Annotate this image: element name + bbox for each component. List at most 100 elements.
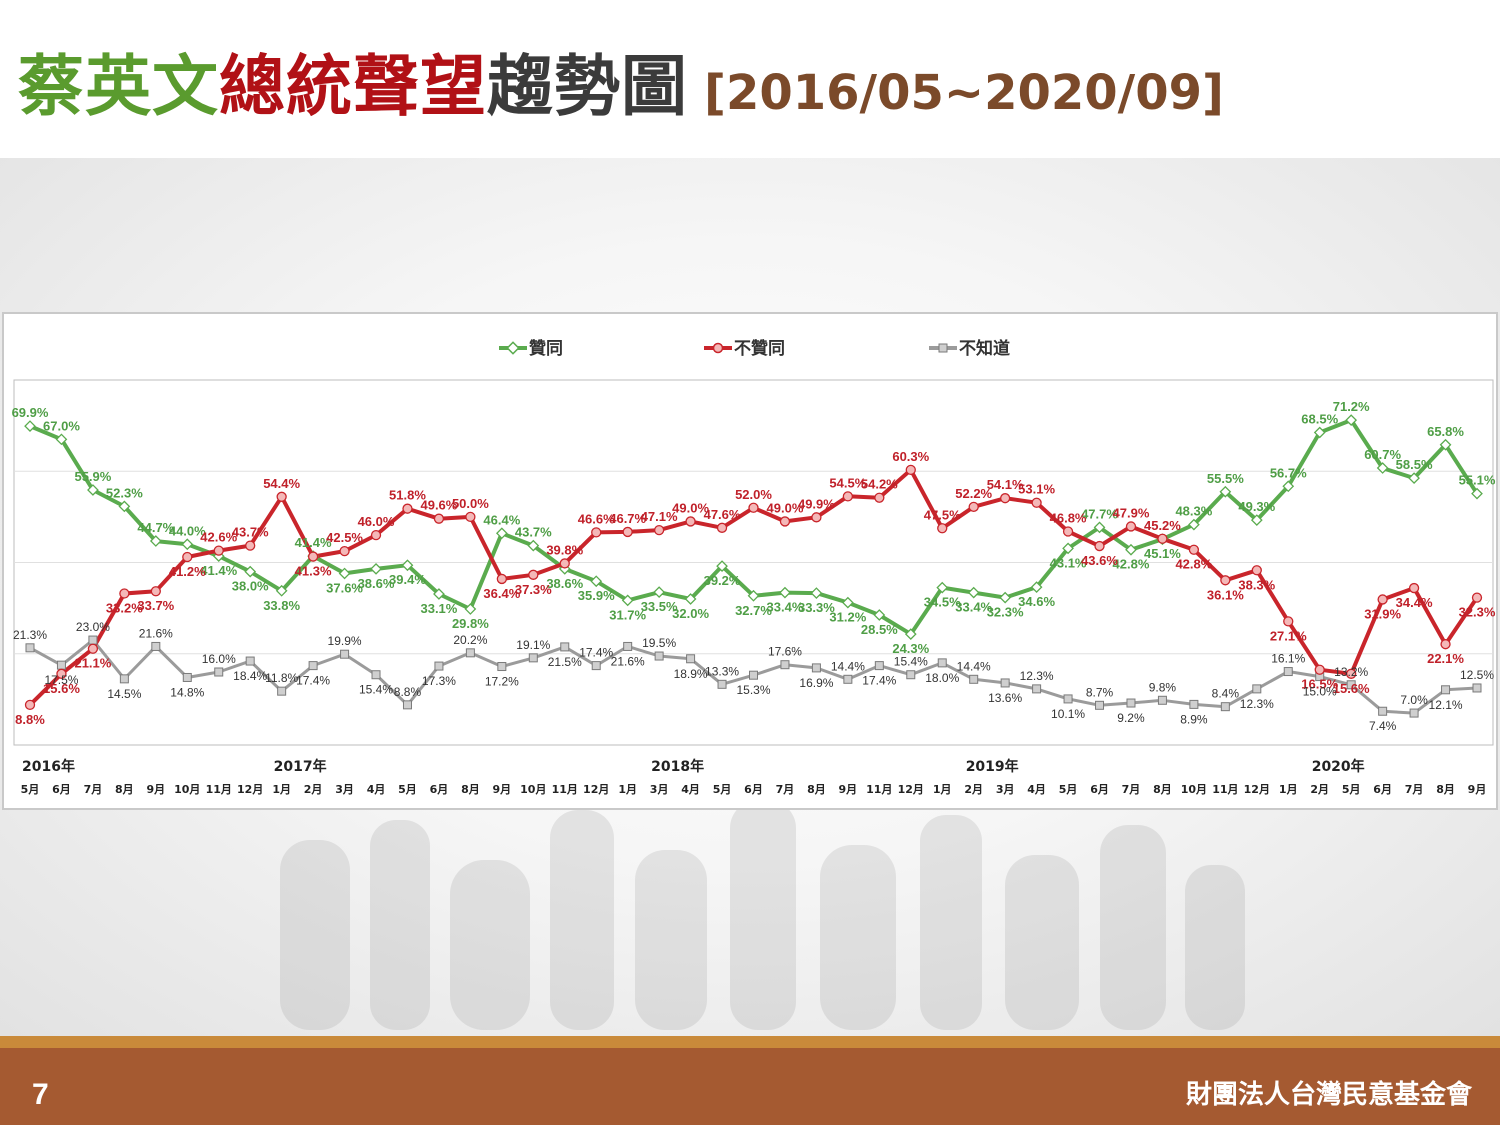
x-tick-label: 9月	[493, 783, 512, 796]
data-point-disapprove	[496, 573, 507, 585]
x-tick-label: 2月	[304, 783, 323, 796]
data-label: 42.8%	[1175, 557, 1212, 572]
data-point-unknown	[1157, 695, 1167, 705]
x-year-label: 2019年	[966, 758, 1019, 775]
x-tick-label: 4月	[1027, 783, 1046, 796]
legend-item-0: 贊同	[499, 338, 563, 359]
data-point-approve	[149, 535, 162, 547]
x-tick-label: 5月	[1059, 783, 1078, 796]
data-point-disapprove	[653, 524, 665, 536]
data-label: 54.2%	[861, 477, 898, 492]
data-point-disapprove	[24, 699, 36, 711]
data-label: 14.5%	[107, 687, 141, 701]
title-part-trend: 趨勢圖	[487, 48, 688, 125]
data-point-disapprove	[1031, 497, 1042, 508]
data-point-approve	[495, 527, 508, 540]
data-point-approve	[873, 609, 886, 621]
data-point-disapprove	[874, 492, 885, 503]
x-tick-label: 3月	[650, 783, 669, 796]
data-point-disapprove	[748, 502, 759, 513]
data-label: 52.0%	[735, 487, 772, 502]
data-label: 32.0%	[672, 606, 709, 621]
data-point-disapprove	[528, 569, 539, 580]
data-point-unknown	[1472, 683, 1482, 693]
data-point-unknown	[906, 670, 916, 680]
approval-trend-chart: 贊同 不贊同 不知道 69.9%67.0% 55.9%52.3% 44.7%44.0% 41…	[12, 338, 1496, 796]
data-point-disapprove	[1094, 540, 1105, 552]
data-label: 10.1%	[1051, 707, 1085, 721]
data-point-disapprove	[716, 522, 728, 533]
data-label: 49.3%	[1238, 499, 1275, 514]
data-point-disapprove	[150, 586, 161, 597]
data-point-approve	[1219, 485, 1232, 498]
data-label: 53.1%	[1018, 482, 1055, 497]
data-point-approve	[779, 586, 791, 599]
legend-marker	[938, 343, 948, 353]
x-tick-label: 9月	[839, 783, 858, 796]
data-point-approve	[338, 567, 351, 580]
data-point-disapprove	[559, 558, 570, 569]
data-point-unknown	[1220, 702, 1230, 712]
data-point-unknown	[1409, 708, 1419, 718]
data-label: 41.3%	[295, 564, 332, 579]
data-label: 33.1%	[420, 601, 457, 616]
data-point-unknown	[1095, 700, 1105, 710]
data-point-disapprove	[213, 545, 224, 556]
data-point-disapprove	[1283, 616, 1294, 627]
data-label: 48.3%	[1175, 504, 1212, 519]
data-point-disapprove	[1220, 575, 1231, 586]
data-point-disapprove	[905, 464, 916, 476]
data-label: 42.8%	[1113, 557, 1150, 572]
data-label: 12.1%	[1429, 698, 1463, 712]
data-point-unknown	[1063, 694, 1073, 704]
data-label: 15.4%	[359, 683, 393, 697]
x-tick-label: 3月	[996, 783, 1015, 796]
data-label: 71.2%	[1333, 399, 1370, 414]
x-tick-label: 12月	[1244, 783, 1270, 796]
x-tick-label: 4月	[367, 783, 386, 796]
data-label: 47.5%	[924, 507, 961, 522]
data-point-unknown	[371, 670, 381, 680]
data-point-approve	[244, 565, 257, 578]
data-label: 7.0%	[1400, 693, 1428, 707]
data-label: 7.4%	[1369, 719, 1397, 733]
data-label: 55.1%	[1459, 473, 1496, 488]
data-point-approve	[590, 575, 603, 588]
data-label: 21.3%	[13, 628, 47, 642]
x-tick-label: 7月	[1122, 783, 1141, 796]
data-label: 16.5%	[1301, 677, 1338, 692]
x-tick-label: 6月	[430, 783, 449, 796]
data-point-disapprove	[1377, 594, 1388, 605]
data-point-approve	[684, 593, 697, 605]
data-label: 8.8%	[394, 685, 422, 699]
data-point-unknown	[1126, 698, 1136, 708]
data-label: 33.8%	[263, 598, 300, 613]
data-point-disapprove	[1188, 544, 1200, 555]
data-point-disapprove	[465, 511, 476, 523]
data-point-unknown	[245, 656, 255, 666]
data-point-approve	[370, 563, 382, 575]
data-label: 58.5%	[1396, 457, 1433, 472]
x-tick-label: 11月	[552, 783, 578, 796]
data-point-unknown	[528, 653, 538, 663]
data-point-disapprove	[1062, 526, 1074, 537]
data-label: 8.7%	[1086, 685, 1114, 699]
data-point-approve	[1376, 462, 1389, 474]
x-tick-label: 8月	[115, 783, 134, 796]
chart-panel: 贊同 不贊同 不知道 69.9% 67.0% 55.9% 52.3% 44.7% 44.0% 41…	[2, 312, 1498, 810]
data-label: 49.6%	[420, 498, 457, 513]
data-point-approve	[181, 538, 194, 551]
data-point-unknown	[1032, 684, 1042, 694]
data-label: 24.3%	[892, 641, 929, 656]
data-label: 21.1%	[74, 656, 111, 671]
data-point-approve	[653, 586, 665, 599]
data-label: 41.4%	[295, 535, 332, 550]
data-label: 47.1%	[641, 509, 678, 524]
data-point-unknown	[434, 661, 444, 671]
data-point-unknown	[214, 667, 224, 677]
data-label: 21.5%	[548, 655, 582, 669]
data-point-approve	[1250, 514, 1263, 526]
x-tick-label: 10月	[1181, 783, 1207, 796]
x-tick-label: 5月	[398, 783, 417, 796]
crowd-silhouette-decoration	[280, 800, 1245, 1030]
